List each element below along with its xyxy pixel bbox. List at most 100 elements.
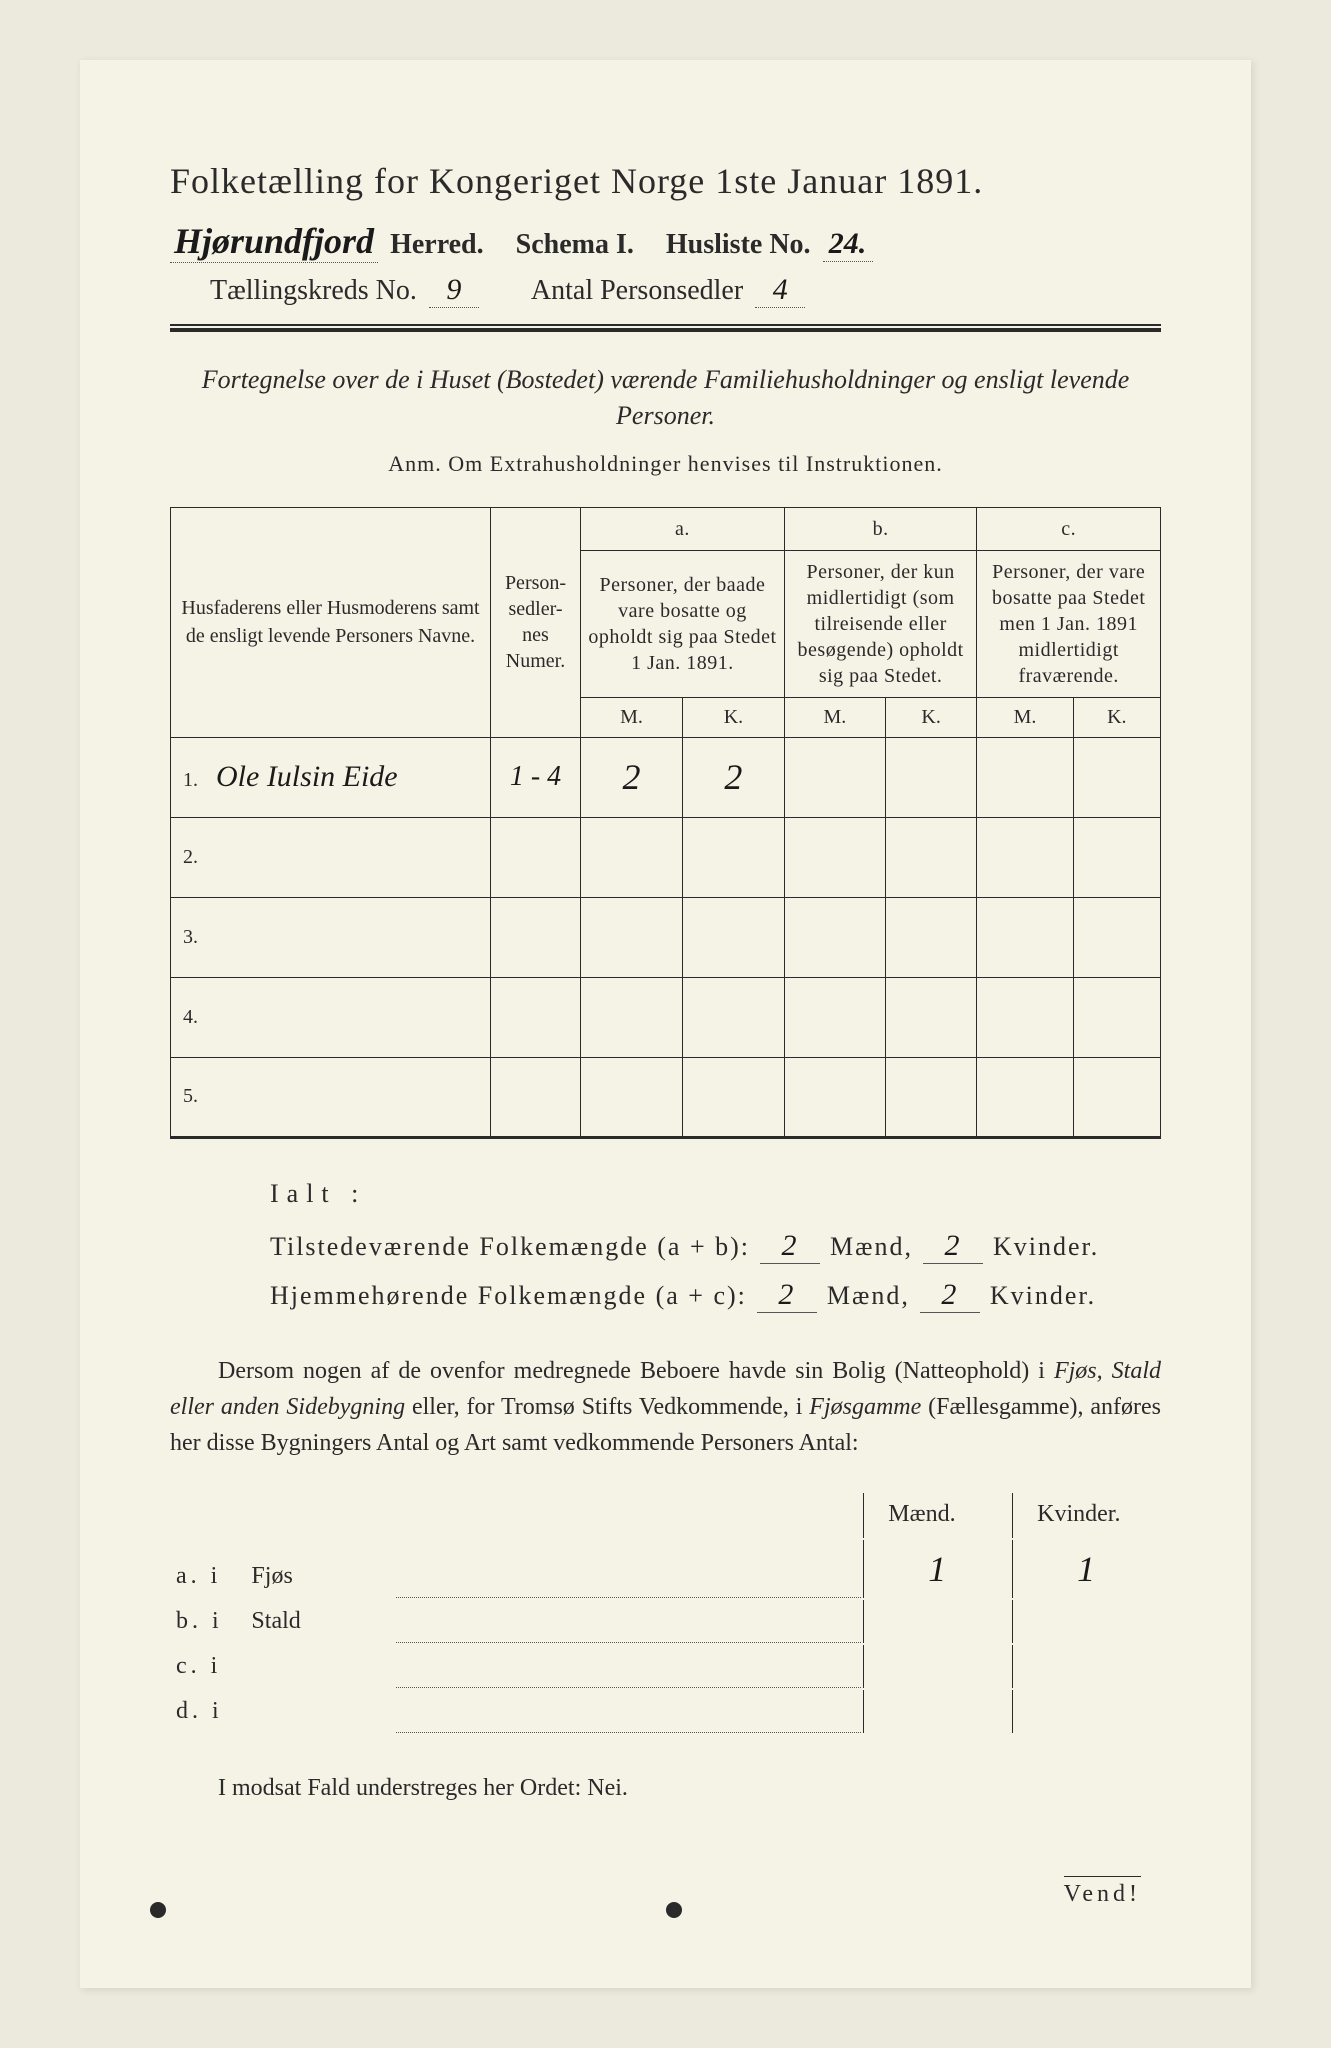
nei-line: I modsat Fald understreges her Ordet: Ne…	[170, 1775, 1161, 1802]
row-b-k	[885, 737, 977, 817]
row-a-m	[581, 1057, 683, 1137]
bt-m	[863, 1690, 1010, 1733]
bt-type	[247, 1645, 394, 1688]
bottom-row: b. i Stald	[172, 1600, 1159, 1643]
row-c-k	[1073, 1057, 1160, 1137]
kreds-label: Tællingskreds No.	[210, 275, 417, 307]
row-a-m	[581, 977, 683, 1057]
col-head-b: b.	[784, 507, 976, 550]
herred-handwritten: Hjørundfjord	[170, 220, 378, 263]
bt-dots	[396, 1600, 861, 1643]
ialt-1-klabel: Kvinder.	[993, 1232, 1099, 1262]
ialt-2-klabel: Kvinder.	[990, 1281, 1096, 1311]
row-name-cell: 1. Ole Iulsin Eide	[171, 737, 491, 817]
bottom-table: Mænd. Kvinder. a. i Fjøs 1 1 b. i Stald …	[170, 1491, 1161, 1735]
col-num-text: Person-sedler-nes Numer.	[505, 572, 566, 672]
row-b-k	[885, 1057, 977, 1137]
census-form: Folketælling for Kongeriget Norge 1ste J…	[80, 60, 1251, 1988]
kreds-handwritten: 9	[429, 273, 479, 308]
row-a-k: 2	[682, 737, 784, 817]
bt-type: Stald	[247, 1600, 394, 1643]
ialt-1-k: 2	[923, 1229, 983, 1264]
row-num-cell: 1 - 4	[491, 737, 581, 817]
bottom-row: c. i	[172, 1645, 1159, 1688]
col-head-c: c.	[977, 507, 1161, 550]
row-a-k	[682, 897, 784, 977]
row-a-k	[682, 817, 784, 897]
col-a-desc: Personer, der baade vare bosatte og opho…	[581, 550, 785, 697]
row-b-k	[885, 897, 977, 977]
divider	[170, 324, 1161, 332]
col-b-top: b.	[791, 516, 970, 542]
col-name-text: Husfaderens eller Husmoderens samt de en…	[181, 597, 479, 647]
col-head-name: Husfaderens eller Husmoderens samt de en…	[171, 507, 491, 737]
row-num-cell	[491, 1057, 581, 1137]
row-c-m	[977, 1057, 1073, 1137]
bt-label: b. i	[172, 1600, 245, 1643]
row-c-m	[977, 737, 1073, 817]
table-row: 1. Ole Iulsin Eide 1 - 4 2 2	[171, 737, 1161, 817]
bt-label: c. i	[172, 1645, 245, 1688]
page-title: Folketælling for Kongeriget Norge 1ste J…	[170, 160, 1161, 202]
table-row: 3.	[171, 897, 1161, 977]
bt-k: 1	[1012, 1540, 1159, 1598]
header-line-2: Hjørundfjord Herred. Schema I. Husliste …	[170, 220, 1161, 263]
row-a-m	[581, 897, 683, 977]
ialt-1-text: Tilstedeværende Folkemængde (a + b):	[270, 1232, 750, 1262]
bt-m	[863, 1645, 1010, 1688]
row-c-m	[977, 897, 1073, 977]
bt-label: d. i	[172, 1690, 245, 1733]
subtitle: Fortegnelse over de i Huset (Bostedet) v…	[170, 362, 1161, 435]
bt-dots	[396, 1645, 861, 1688]
row-c-m	[977, 977, 1073, 1057]
row-b-k	[885, 977, 977, 1057]
row-b-m	[784, 737, 885, 817]
para-it2: Fjøsgamme	[809, 1394, 921, 1420]
ialt-1-mlabel: Mænd,	[830, 1232, 913, 1262]
hole-punch-icon	[150, 1902, 166, 1918]
bt-head-k: Kvinder.	[1012, 1493, 1159, 1538]
ialt-line-1: Tilstedeværende Folkemængde (a + b): 2 M…	[270, 1229, 1161, 1264]
bt-k	[1012, 1690, 1159, 1733]
ialt-1-m: 2	[760, 1229, 820, 1264]
table-row: 4.	[171, 977, 1161, 1057]
bt-dots	[396, 1690, 861, 1733]
husliste-handwritten: 24.	[823, 227, 873, 262]
row-name-cell: 3.	[171, 897, 491, 977]
bt-head-m: Mænd.	[863, 1493, 1010, 1538]
ialt-line-2: Hjemmehørende Folkemængde (a + c): 2 Mæn…	[270, 1278, 1161, 1313]
row-a-m: 2	[581, 737, 683, 817]
row-c-k	[1073, 977, 1160, 1057]
main-table: Husfaderens eller Husmoderens samt de en…	[170, 507, 1161, 1139]
col-c-desc: Personer, der vare bosatte paa Stedet me…	[977, 550, 1161, 697]
row-name-cell: 5.	[171, 1057, 491, 1137]
row-c-m	[977, 817, 1073, 897]
ialt-2-k: 2	[920, 1278, 980, 1313]
bt-k	[1012, 1645, 1159, 1688]
col-b-m: M.	[784, 697, 885, 737]
bt-m	[863, 1600, 1010, 1643]
bt-type: Fjøs	[247, 1540, 394, 1598]
row-c-k	[1073, 897, 1160, 977]
row-num-cell	[491, 977, 581, 1057]
bt-type	[247, 1690, 394, 1733]
table-row: 5.	[171, 1057, 1161, 1137]
row-name-cell: 4.	[171, 977, 491, 1057]
row-num-cell	[491, 897, 581, 977]
col-b-desc: Personer, der kun midlertidigt (som tilr…	[784, 550, 976, 697]
row-b-k	[885, 817, 977, 897]
herred-label: Herred.	[390, 229, 484, 261]
col-c-m: M.	[977, 697, 1073, 737]
ialt-2-text: Hjemmehørende Folkemængde (a + c):	[270, 1281, 747, 1311]
header-line-3: Tællingskreds No. 9 Antal Personsedler 4	[170, 273, 1161, 308]
row-a-m	[581, 817, 683, 897]
col-c-k: K.	[1073, 697, 1160, 737]
husliste-label: Husliste No.	[666, 229, 811, 261]
col-c-top: c.	[983, 516, 1154, 542]
bt-dots	[396, 1540, 861, 1598]
bt-m: 1	[863, 1540, 1010, 1598]
col-a-m: M.	[581, 697, 683, 737]
table-row: 2.	[171, 817, 1161, 897]
hole-punch-icon	[666, 1902, 682, 1918]
col-head-num: Person-sedler-nes Numer.	[491, 507, 581, 737]
